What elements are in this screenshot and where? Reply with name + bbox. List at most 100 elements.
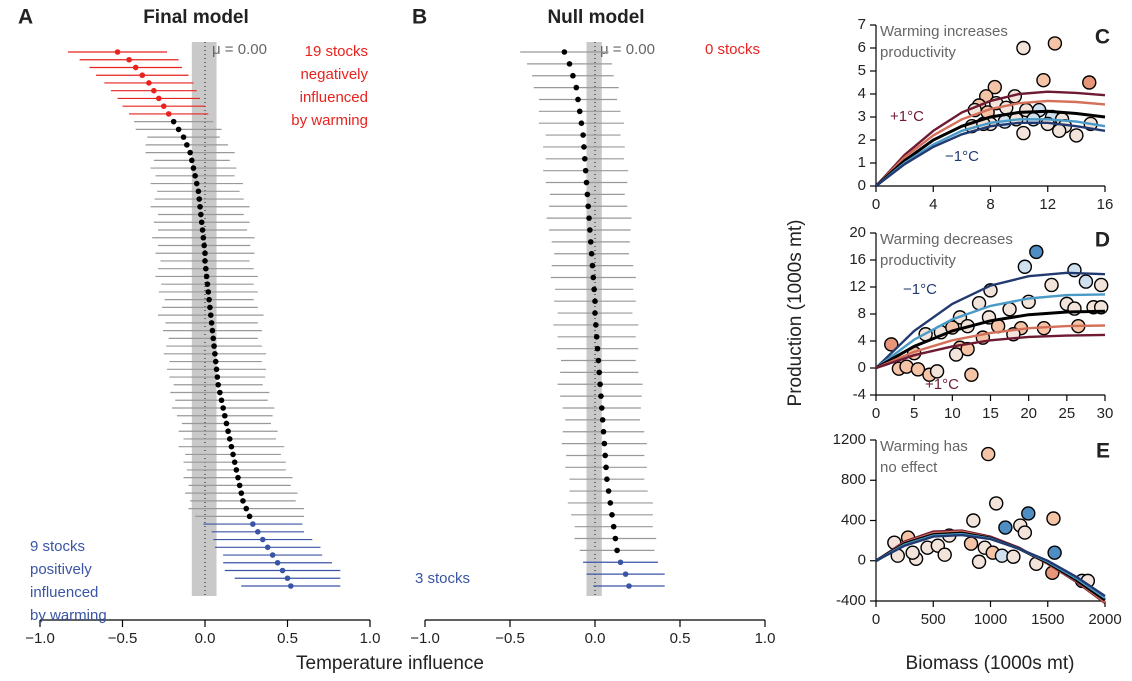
mu-band bbox=[191, 42, 217, 596]
point bbox=[288, 583, 294, 589]
point bbox=[609, 512, 615, 518]
annotation: 9 stocks bbox=[30, 538, 85, 555]
point bbox=[264, 544, 271, 551]
point bbox=[586, 215, 592, 221]
point bbox=[146, 80, 152, 86]
curve bbox=[875, 118, 1106, 187]
point bbox=[998, 520, 1013, 535]
point bbox=[614, 547, 620, 554]
point bbox=[284, 575, 291, 582]
x-tick-label: 1000 bbox=[974, 611, 1007, 628]
x-tick-label: 0.5 bbox=[670, 630, 691, 647]
point bbox=[598, 393, 604, 399]
x-tick-label: 5 bbox=[910, 405, 918, 422]
point bbox=[190, 165, 197, 171]
point bbox=[929, 364, 945, 379]
x-tick-label: 12 bbox=[1039, 196, 1056, 213]
point bbox=[204, 281, 211, 287]
point bbox=[594, 345, 601, 352]
point bbox=[570, 72, 576, 79]
y-tick-label: 0 bbox=[858, 552, 866, 569]
point bbox=[279, 567, 286, 574]
curve bbox=[875, 333, 1106, 370]
panel-letter: C bbox=[1095, 26, 1110, 49]
point bbox=[581, 144, 587, 150]
point bbox=[198, 211, 204, 218]
point bbox=[575, 96, 581, 103]
point bbox=[937, 547, 952, 562]
point bbox=[114, 49, 121, 55]
x-tick-label: −1.0 bbox=[25, 630, 55, 647]
point bbox=[160, 103, 167, 109]
x-tick-label: −1.0 bbox=[410, 630, 440, 647]
point bbox=[599, 417, 606, 423]
y-tick-label: 400 bbox=[841, 511, 866, 528]
annotation: productivity bbox=[880, 44, 956, 61]
point bbox=[246, 513, 253, 520]
y-tick-label: 7 bbox=[858, 16, 866, 33]
x-axis-label: Temperature influence bbox=[296, 653, 484, 674]
x-tick-label: 0 bbox=[872, 196, 880, 213]
point bbox=[197, 203, 203, 210]
point bbox=[963, 536, 979, 551]
curve bbox=[875, 533, 1106, 597]
annotation: Warming decreases bbox=[880, 231, 1013, 248]
point bbox=[583, 179, 590, 186]
point bbox=[189, 157, 195, 164]
point bbox=[588, 250, 595, 257]
point bbox=[566, 61, 573, 67]
point bbox=[622, 571, 629, 577]
point bbox=[274, 559, 281, 566]
curve bbox=[875, 324, 1106, 370]
point bbox=[200, 234, 207, 241]
y-tick-label: 5 bbox=[858, 62, 866, 79]
point bbox=[226, 436, 233, 442]
point bbox=[595, 357, 602, 364]
x-tick-label: 1500 bbox=[1031, 611, 1064, 628]
panel-letter: B bbox=[412, 6, 427, 29]
point bbox=[884, 337, 899, 352]
x-tick-label: 0.0 bbox=[195, 630, 216, 647]
point bbox=[1069, 128, 1084, 143]
curve bbox=[875, 121, 1106, 187]
point bbox=[202, 258, 208, 264]
curve bbox=[875, 90, 1106, 187]
mu-band bbox=[586, 42, 602, 596]
point bbox=[1006, 549, 1021, 564]
point bbox=[230, 451, 236, 458]
point bbox=[198, 219, 205, 226]
point bbox=[578, 120, 585, 126]
point bbox=[910, 362, 926, 377]
point bbox=[593, 322, 599, 328]
annotation: Warming has bbox=[880, 438, 968, 455]
annotation: influenced bbox=[300, 89, 368, 106]
y-tick-label: 6 bbox=[858, 39, 866, 56]
point bbox=[966, 513, 981, 528]
point bbox=[193, 180, 200, 187]
point bbox=[596, 369, 603, 376]
annotation: Warming increases bbox=[880, 23, 1008, 40]
point bbox=[228, 443, 235, 450]
point bbox=[561, 49, 568, 55]
curve bbox=[875, 271, 1106, 369]
point bbox=[231, 459, 238, 465]
y-tick-label: 16 bbox=[849, 251, 866, 268]
point bbox=[203, 273, 210, 280]
x-tick-label: 4 bbox=[929, 196, 937, 213]
y-tick-label: 1 bbox=[858, 154, 866, 171]
point bbox=[250, 521, 256, 527]
point bbox=[225, 428, 231, 435]
point bbox=[1002, 302, 1017, 317]
annotation: productivity bbox=[880, 252, 956, 269]
point bbox=[987, 79, 1002, 95]
point bbox=[184, 142, 190, 148]
x-tick-label: 2000 bbox=[1088, 611, 1121, 628]
point bbox=[218, 397, 225, 404]
x-tick-label: 0.5 bbox=[277, 630, 298, 647]
point bbox=[202, 250, 208, 257]
y-tick-label: 1200 bbox=[833, 431, 866, 448]
point bbox=[214, 374, 221, 380]
point bbox=[592, 310, 598, 316]
y-tick-label: 4 bbox=[858, 332, 866, 349]
